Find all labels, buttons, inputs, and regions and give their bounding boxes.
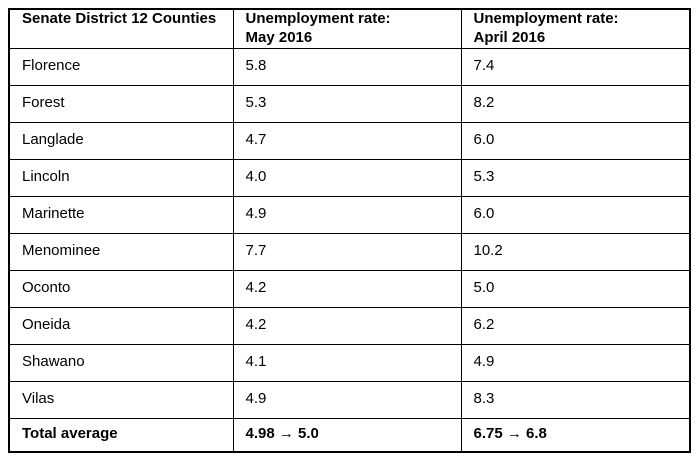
table-row: Vilas 4.9 8.3	[8, 380, 691, 419]
column-header-may-line1: Unemployment rate:	[245, 10, 391, 27]
april-rate-cell: 6.2	[460, 306, 691, 345]
april-rate-cell: 5.0	[460, 269, 691, 308]
unemployment-rates-table: Senate District 12 Counties Unemployment…	[8, 8, 691, 453]
table-container: Senate District 12 Counties Unemployment…	[8, 8, 691, 453]
may-rate-cell: 7.7	[232, 232, 462, 271]
april-rate-cell: 5.3	[460, 158, 691, 197]
total-average-may: 4.98 → 5.0	[232, 417, 462, 452]
table-row: Marinette 4.9 6.0	[8, 195, 691, 234]
may-rate-cell: 4.1	[232, 343, 462, 382]
county-name-cell: Vilas	[8, 380, 234, 419]
april-rate-cell: 7.4	[460, 47, 691, 86]
may-rate-cell: 4.2	[232, 269, 462, 308]
may-rate-cell: 4.0	[232, 158, 462, 197]
table-row: Forest 5.3 8.2	[8, 84, 691, 123]
april-rate-cell: 8.3	[460, 380, 691, 419]
county-name-cell: Langlade	[8, 121, 234, 160]
april-rate-cell: 6.0	[460, 195, 691, 234]
county-name-cell: Oneida	[8, 306, 234, 345]
county-name-cell: Lincoln	[8, 158, 234, 197]
county-name-cell: Forest	[8, 84, 234, 123]
table-row: Oneida 4.2 6.2	[8, 306, 691, 345]
total-average-label: Total average	[8, 417, 234, 452]
may-rate-cell: 4.2	[232, 306, 462, 345]
april-rate-cell: 6.0	[460, 121, 691, 160]
column-header-counties: Senate District 12 Counties	[8, 8, 234, 49]
county-name-cell: Shawano	[8, 343, 234, 382]
total-average-april: 6.75 → 6.8	[460, 417, 691, 452]
table-row: Lincoln 4.0 5.3	[8, 158, 691, 197]
column-header-may-line2: May 2016	[245, 28, 313, 46]
table-row: Oconto 4.2 5.0	[8, 269, 691, 308]
column-header-april-line1: Unemployment rate:	[473, 10, 619, 27]
county-name-cell: Oconto	[8, 269, 234, 308]
may-rate-cell: 4.9	[232, 195, 462, 234]
april-rate-cell: 10.2	[460, 232, 691, 271]
may-rate-cell: 5.3	[232, 84, 462, 123]
may-rate-cell: 4.9	[232, 380, 462, 419]
table-row: Florence 5.8 7.4	[8, 47, 691, 86]
column-header-april-2016: Unemployment rate: April 2016	[460, 8, 691, 49]
april-rate-cell: 8.2	[460, 84, 691, 123]
table-row: Menominee 7.7 10.2	[8, 232, 691, 271]
county-name-cell: Marinette	[8, 195, 234, 234]
column-header-may-2016: Unemployment rate: May 2016	[232, 8, 462, 49]
table-row: Langlade 4.7 6.0	[8, 121, 691, 160]
county-name-cell: Menominee	[8, 232, 234, 271]
column-header-april-line2: April 2016	[473, 28, 546, 46]
header-row: Senate District 12 Counties Unemployment…	[8, 8, 691, 49]
may-rate-cell: 5.8	[232, 47, 462, 86]
county-name-cell: Florence	[8, 47, 234, 86]
total-average-row: Total average 4.98 → 5.0 6.75 → 6.8	[8, 417, 691, 452]
may-rate-cell: 4.7	[232, 121, 462, 160]
table-row: Shawano 4.1 4.9	[8, 343, 691, 382]
april-rate-cell: 4.9	[460, 343, 691, 382]
